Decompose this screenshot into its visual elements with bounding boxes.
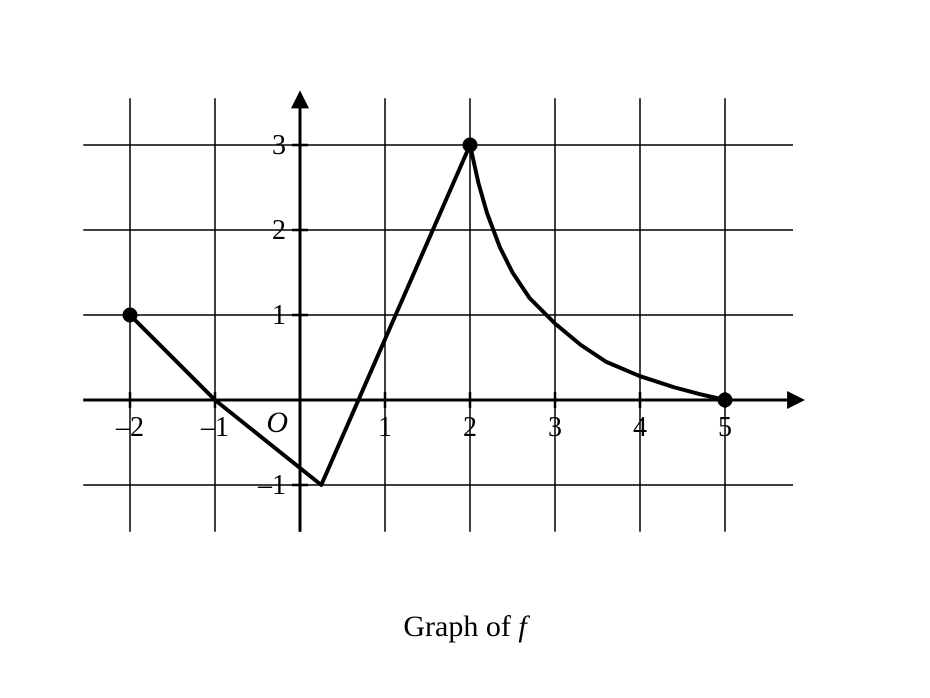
svg-text:3: 3 [548,412,562,443]
svg-text:4: 4 [633,412,647,443]
caption-text-1: Graph of [403,610,518,643]
chart-caption: Graph of f [0,610,930,644]
svg-text:–2: –2 [115,412,144,443]
svg-text:O: O [266,406,288,439]
chart-container: –2 –1 1 2 3 4 5 –1 1 2 3 O Graph of f [0,0,930,698]
svg-text:1: 1 [378,412,392,443]
svg-text:5: 5 [718,412,732,443]
svg-text:–1: –1 [200,412,229,443]
svg-text:3: 3 [272,130,286,161]
function-plot: –2 –1 1 2 3 4 5 –1 1 2 3 O [0,0,930,698]
svg-text:–1: –1 [257,470,286,501]
svg-text:2: 2 [272,215,286,246]
caption-text-2: f [518,610,526,643]
svg-text:2: 2 [463,412,477,443]
svg-text:1: 1 [272,300,286,331]
